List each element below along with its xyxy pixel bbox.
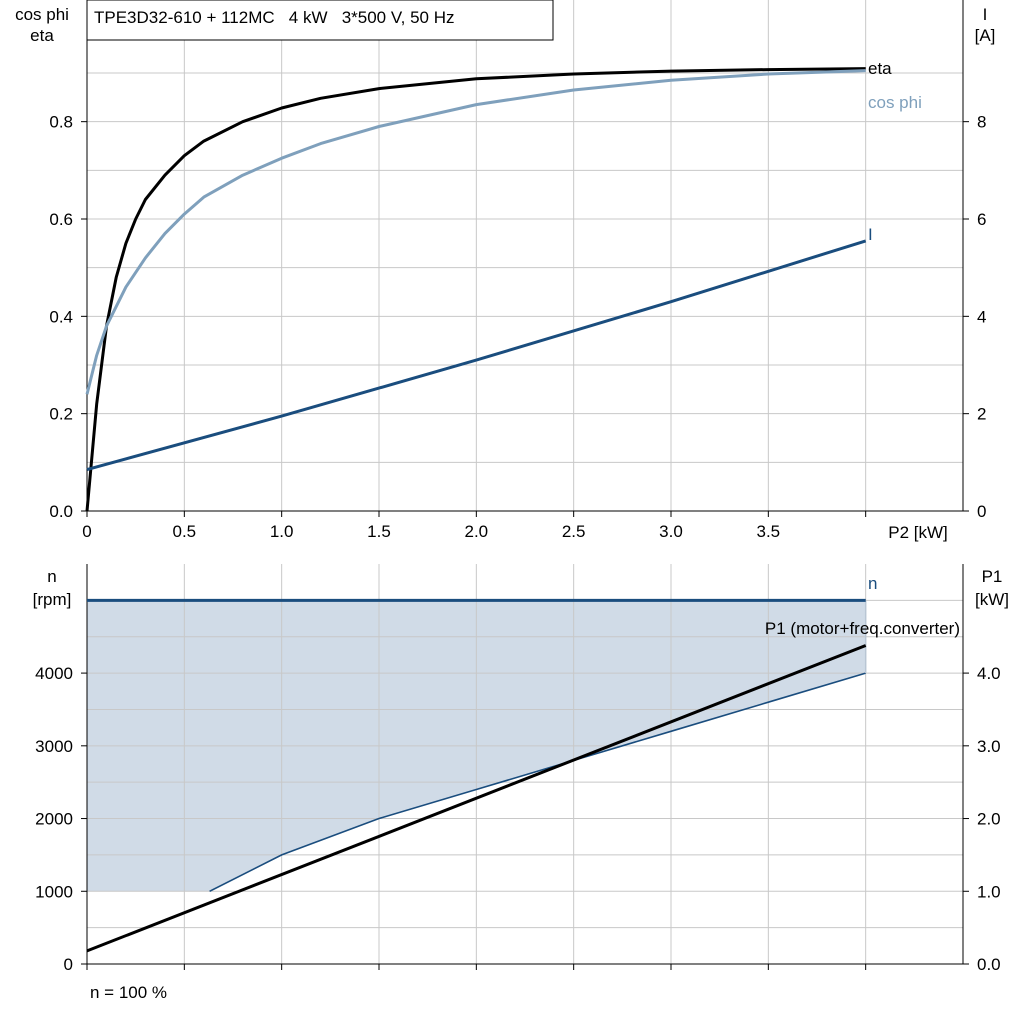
operating-range-boundary <box>209 672 866 893</box>
series-line-eta <box>85 67 866 512</box>
series-line-cos-phi <box>85 69 866 395</box>
y-left-tick-label: 4000 <box>35 664 73 683</box>
x-tick-label: 3.5 <box>757 522 781 541</box>
top-chart-layer: 0 0.5 1.0 1.5 2.0 2.5 3.0 3.5 0.0 0.2 0.4 0.6 0.8 0 2 4… <box>49 0 986 541</box>
series-line-i <box>86 239 867 472</box>
x-tick-label: 2.5 <box>562 522 586 541</box>
y-right-tick-label: 3.0 <box>977 737 1001 756</box>
y-left-tick-label: 2000 <box>35 810 73 829</box>
bottom-left-axis-title-2: [rpm] <box>33 590 72 609</box>
y-right-tick-label: 4 <box>977 307 986 326</box>
y-right-tick-label: 0.0 <box>977 955 1001 974</box>
bottom-right-axis-title-2: [kW] <box>975 590 1009 609</box>
y-left-tick-label: 3000 <box>35 737 73 756</box>
y-left-tick-label: 0.2 <box>49 405 73 424</box>
y-right-tick-label: 2.0 <box>977 810 1001 829</box>
series-label-eta: eta <box>868 59 892 78</box>
bottom-right-axis-title-1: P1 <box>982 567 1003 586</box>
y-left-tick-label: 0.0 <box>49 502 73 521</box>
top-left-axis-title-1: cos phi <box>15 5 69 24</box>
x-tick-label: 0 <box>82 522 91 541</box>
y-right-tick-label: 2 <box>977 405 986 424</box>
y-left-tick-label: 1000 <box>35 882 73 901</box>
y-right-tick-label: 8 <box>977 113 986 132</box>
top-right-axis-title-2: [A] <box>975 26 996 45</box>
series-line-p1 <box>86 644 867 953</box>
x-axis-title: P2 [kW] <box>888 523 948 542</box>
series-label-n: n <box>868 574 877 593</box>
bottom-chart-layer: 0 1000 2000 3000 4000 0.0 1.0 2.0 3.0 4.0 <box>35 564 1001 974</box>
footnote: n = 100 % <box>90 983 167 1002</box>
y-right-tick-label: 0 <box>977 502 986 521</box>
title-box <box>86 0 554 41</box>
x-tick-label: 1.5 <box>367 522 391 541</box>
top-right-axis-title-1: I <box>983 5 988 24</box>
series-label-cos-phi: cos phi <box>868 93 922 112</box>
y-left-tick-label: 0.4 <box>49 307 73 326</box>
bottom-left-axis-title-1: n <box>47 567 56 586</box>
y-left-tick-label: 0 <box>64 955 73 974</box>
top-left-axis-title-2: eta <box>30 26 54 45</box>
series-label-p1: P1 (motor+freq.converter) <box>765 619 960 638</box>
series-label-i: I <box>868 225 873 244</box>
x-tick-label: 1.0 <box>270 522 294 541</box>
x-tick-label: 3.0 <box>659 522 683 541</box>
x-tick-label: 2.0 <box>465 522 489 541</box>
chart-title: TPE3D32-610 + 112MC 4 kW 3*500 V, 50 Hz <box>94 8 455 27</box>
y-left-tick-label: 0.6 <box>49 210 73 229</box>
y-left-tick-label: 0.8 <box>49 113 73 132</box>
y-right-tick-label: 4.0 <box>977 664 1001 683</box>
y-right-tick-label: 1.0 <box>977 882 1001 901</box>
y-right-tick-label: 6 <box>977 210 986 229</box>
x-tick-label: 0.5 <box>173 522 197 541</box>
